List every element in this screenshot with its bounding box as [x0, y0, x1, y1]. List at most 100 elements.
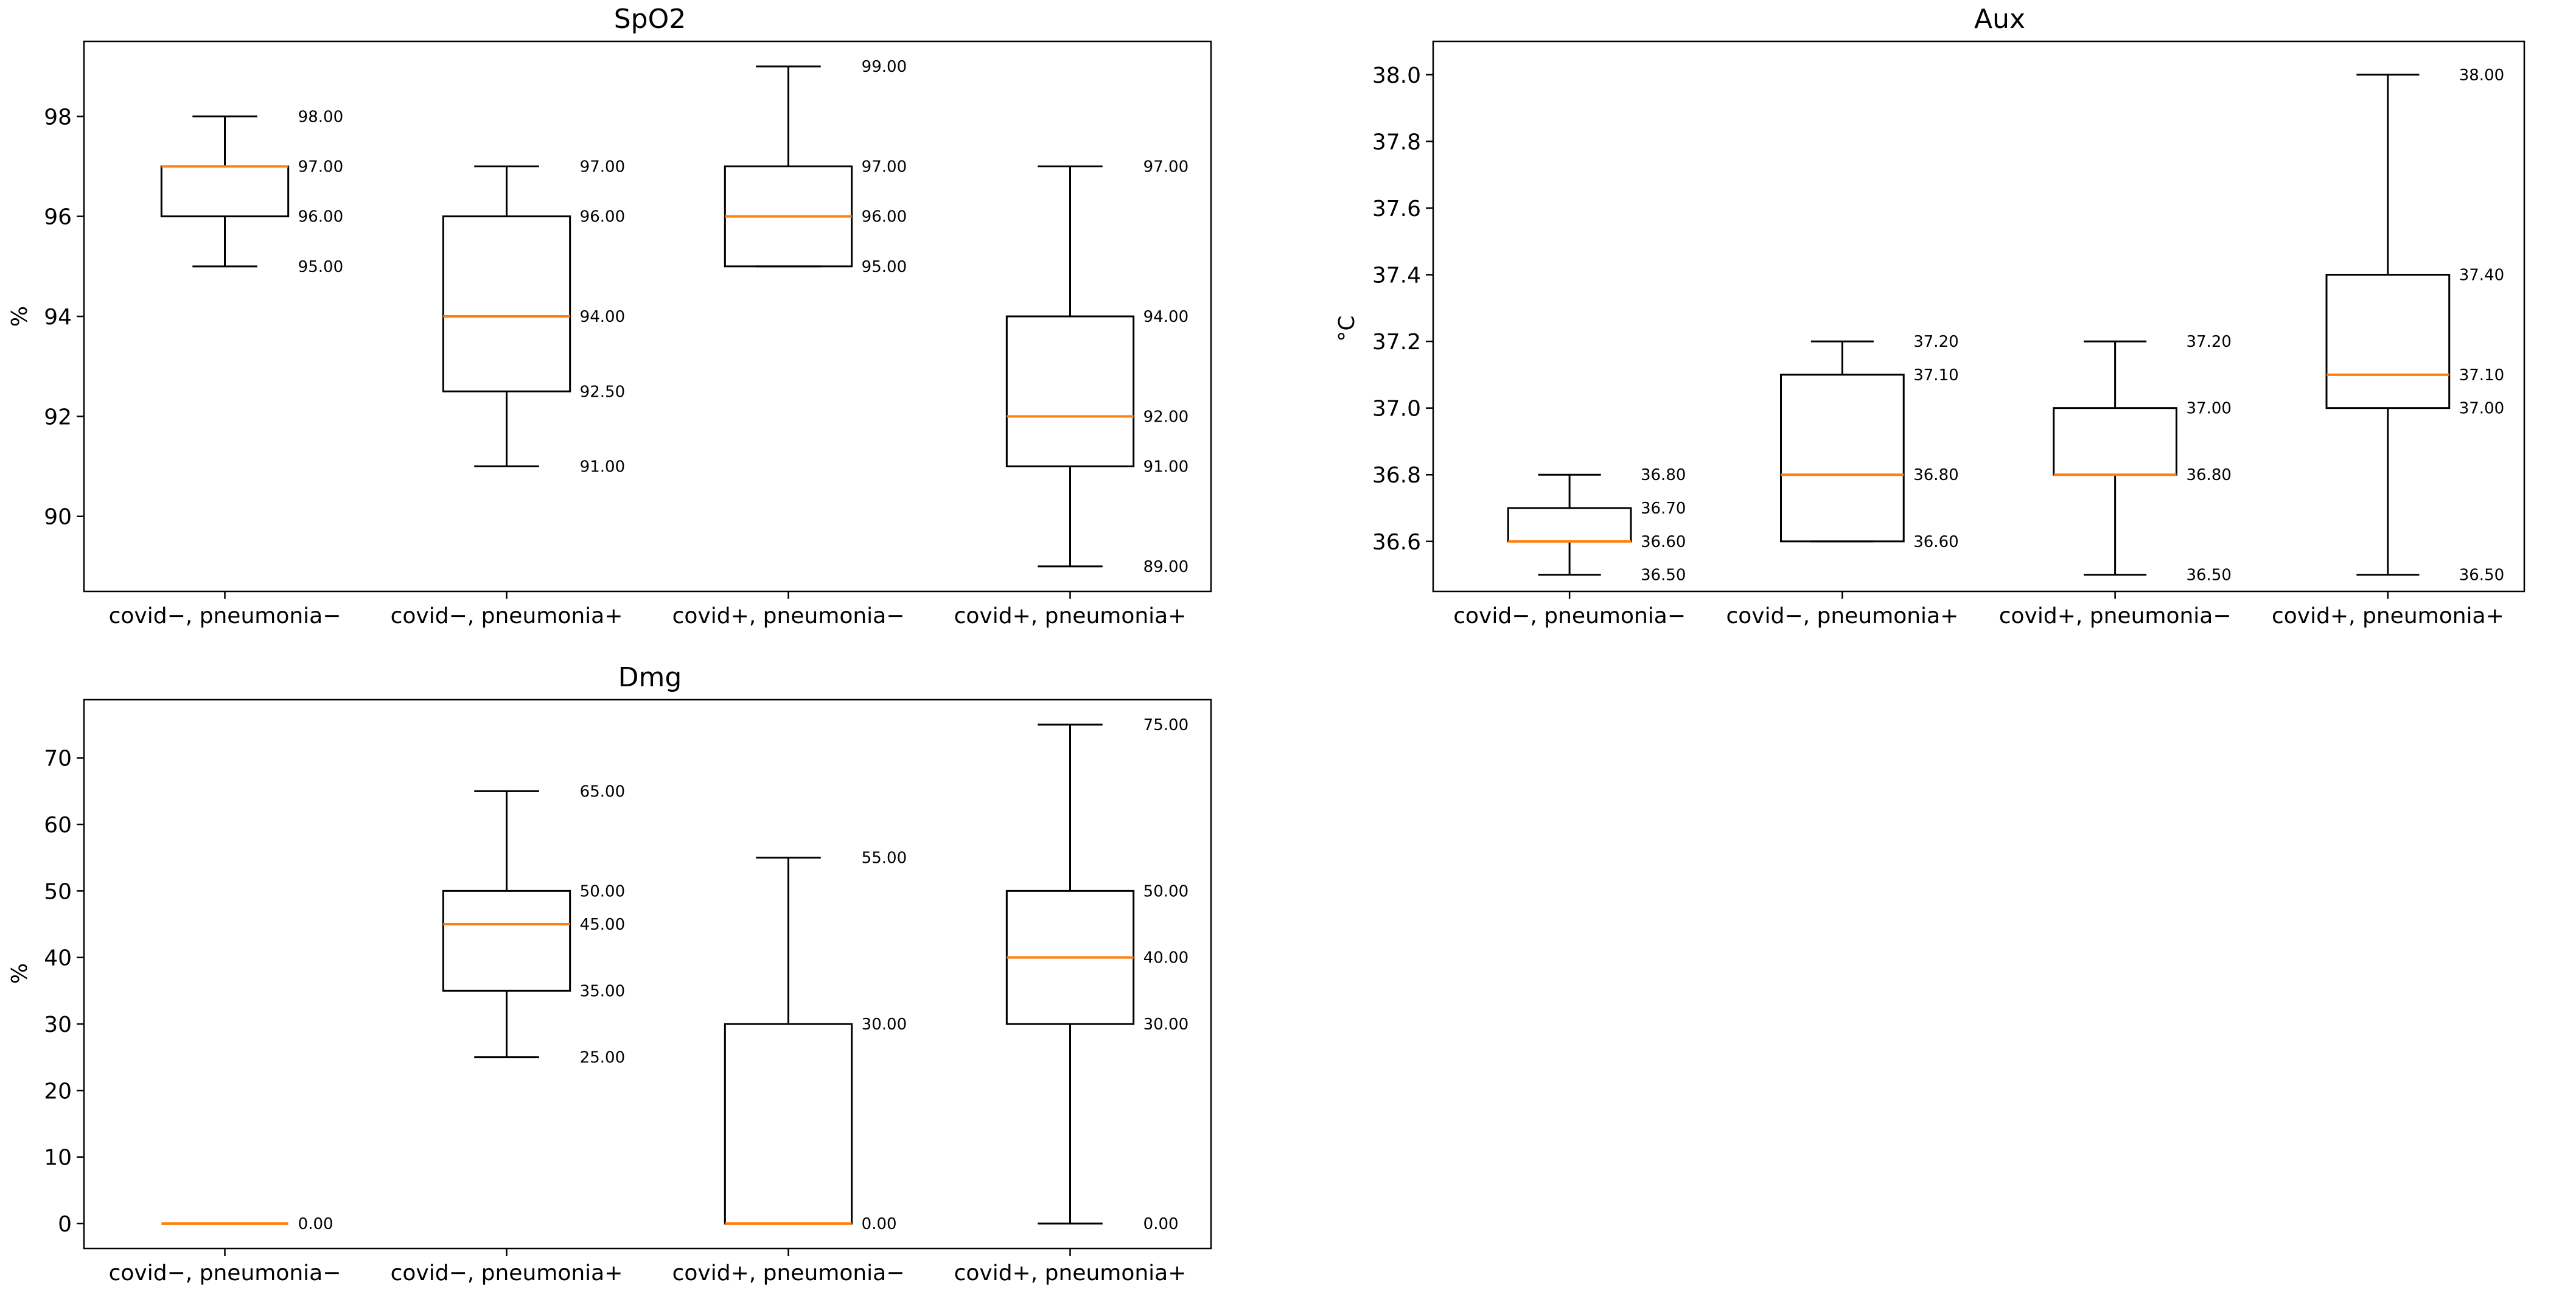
y-tick-label: 70	[44, 747, 72, 771]
box-2	[442, 165, 571, 468]
value-annotation: 92.50	[580, 383, 625, 401]
y-axis-label: %	[7, 306, 32, 327]
y-tick-label: 60	[44, 813, 72, 838]
value-annotation: 0.00	[298, 1215, 333, 1233]
value-annotation: 35.00	[580, 982, 625, 1000]
plot-area: 36.6 36.8 37.0 37.2 37.4 37.6 37.8 38.0 covid−, …	[1372, 40, 2525, 629]
y-axis-label: °C	[1335, 315, 1360, 341]
box-4	[1005, 723, 1135, 1225]
value-annotation: 36.80	[1641, 466, 1686, 484]
value-annotation: 36.70	[1641, 500, 1686, 518]
chart-title: Aux	[1974, 4, 2025, 35]
plot-area: 0 10 20 30 40 50 60 70 covid−, pneumonia− 0.00 cov…	[44, 698, 1212, 1286]
box-body	[724, 1023, 853, 1225]
box-body	[1507, 507, 1632, 543]
y-axis-label: %	[7, 963, 32, 984]
x-tick-label: covid+, pneumonia+	[954, 1261, 1187, 1286]
y-tick-label: 0	[58, 1212, 72, 1237]
value-annotation: 0.00	[862, 1215, 897, 1233]
value-annotation: 36.80	[2186, 466, 2231, 484]
value-annotation: 98.00	[298, 108, 343, 126]
value-annotation: 36.50	[2186, 566, 2231, 585]
value-annotation: 96.00	[580, 208, 625, 226]
y-tick-label: 50	[44, 879, 72, 904]
x-tick-label: covid+, pneumonia+	[954, 604, 1187, 629]
value-annotation: 97.00	[862, 158, 907, 176]
y-tick-label: 90	[44, 505, 72, 530]
value-annotation: 0.00	[1143, 1215, 1179, 1233]
box-3	[724, 857, 853, 1225]
y-tick-label: 37.6	[1372, 197, 1421, 221]
y-tick-label: 96	[44, 205, 72, 230]
value-annotation: 55.00	[862, 849, 907, 868]
value-annotation: 36.50	[2459, 566, 2504, 585]
value-annotation: 37.10	[1913, 366, 1958, 385]
y-tick-label: 36.6	[1372, 530, 1421, 555]
axes-frame	[83, 698, 1212, 1250]
chart-spo2: SpO2 % 90 92 94 96 98 covid−, pneumonia− 98.00…	[7, 4, 1212, 629]
box-body	[442, 890, 571, 992]
value-annotation: 37.40	[2459, 266, 2504, 285]
y-tick-label: 30	[44, 1012, 72, 1037]
box-body	[2325, 274, 2451, 409]
value-annotation: 36.60	[1913, 533, 1958, 551]
x-tick-label: covid−, pneumonia−	[109, 1261, 341, 1286]
y-tick-label: 20	[44, 1079, 72, 1104]
box-4	[1005, 165, 1135, 568]
y-tick-label: 37.0	[1372, 397, 1421, 422]
value-annotation: 97.00	[298, 158, 343, 176]
value-annotation: 38.00	[2459, 66, 2504, 85]
plot-area: 90 92 94 96 98 covid−, pneumonia− 98.00 97.00 96…	[44, 40, 1212, 629]
box-body	[1780, 374, 1905, 543]
value-annotation: 94.00	[1143, 308, 1189, 326]
value-annotation: 75.00	[1143, 716, 1189, 734]
axes-frame	[1432, 40, 2525, 593]
chart-title: Dmg	[618, 662, 682, 693]
box-1	[1507, 473, 1632, 576]
value-annotation: 99.00	[862, 58, 907, 76]
box-3	[724, 65, 853, 268]
value-annotation: 50.00	[1143, 882, 1189, 900]
x-tick-label: covid+, pneumonia−	[672, 604, 905, 629]
x-tick-label: covid−, pneumonia+	[391, 1261, 623, 1286]
x-tick-label: covid−, pneumonia+	[391, 604, 623, 629]
value-annotation: 40.00	[1143, 949, 1189, 967]
box-4	[2325, 74, 2451, 576]
box-body	[1005, 315, 1135, 468]
value-annotation: 96.00	[298, 208, 343, 226]
chart-aux: Aux °C 36.6 36.8 37.0 37.2 37.4 37.6 37.8 38.0 c…	[1335, 4, 2525, 629]
y-tick-label: 37.4	[1372, 263, 1421, 288]
value-annotation: 37.20	[1913, 333, 1958, 351]
value-annotation: 95.00	[862, 258, 907, 276]
x-tick-label: covid−, pneumonia−	[1453, 604, 1686, 629]
value-annotation: 65.00	[580, 782, 625, 801]
x-tick-label: covid+, pneumonia−	[1999, 604, 2232, 629]
y-tick-label: 37.2	[1372, 330, 1421, 355]
value-annotation: 30.00	[1143, 1015, 1189, 1034]
value-annotation: 45.00	[580, 916, 625, 934]
x-tick-label: covid−, pneumonia+	[1726, 604, 1958, 629]
value-annotation: 97.00	[580, 158, 625, 176]
x-tick-label: covid+, pneumonia+	[2272, 604, 2504, 629]
value-annotation: 97.00	[1143, 158, 1189, 176]
box-2	[1780, 340, 1905, 543]
value-annotation: 37.20	[2186, 333, 2231, 351]
value-annotation: 30.00	[862, 1015, 907, 1034]
value-annotation: 92.00	[1143, 408, 1189, 426]
y-tick-label: 40	[44, 946, 72, 971]
value-annotation: 95.00	[298, 258, 343, 276]
y-tick-label: 94	[44, 305, 72, 330]
value-annotation: 89.00	[1143, 558, 1189, 576]
x-tick-label: covid+, pneumonia−	[672, 1261, 905, 1286]
y-tick-label: 92	[44, 405, 72, 430]
y-tick-label: 10	[44, 1146, 72, 1171]
box-body	[2053, 407, 2177, 476]
value-annotation: 36.60	[1641, 533, 1686, 551]
value-annotation: 96.00	[862, 208, 907, 226]
chart-title: SpO2	[614, 4, 686, 35]
box-1	[160, 115, 290, 268]
value-annotation: 36.80	[1913, 466, 1958, 484]
value-annotation: 91.00	[580, 458, 625, 476]
box-3	[2053, 340, 2177, 576]
